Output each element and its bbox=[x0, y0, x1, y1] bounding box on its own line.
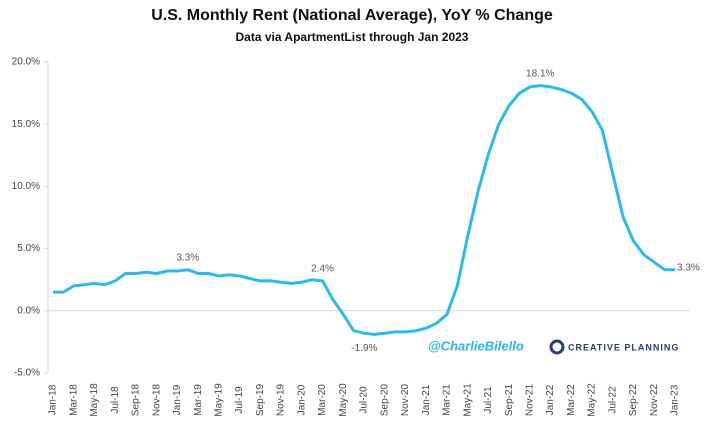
x-tick-label: May-22 bbox=[587, 383, 598, 417]
x-tick-label: Jul-18 bbox=[110, 386, 121, 414]
x-tick-label: Jan-22 bbox=[545, 384, 556, 415]
y-tick-label: 20.0% bbox=[12, 57, 40, 68]
watermark: @CharlieBilello bbox=[428, 338, 524, 353]
x-tick-label: Jul-22 bbox=[607, 386, 618, 414]
x-tick-label: Jul-19 bbox=[234, 386, 245, 414]
logo-icon bbox=[549, 339, 565, 355]
data-label: 3.3% bbox=[677, 262, 700, 273]
brand: CREATIVE PLANNING bbox=[568, 342, 679, 352]
line-series bbox=[53, 84, 675, 336]
chart-subtitle: Data via ApartmentList through Jan 2023 bbox=[236, 30, 469, 44]
y-tick-label: 15.0% bbox=[12, 119, 40, 130]
x-tick-label: Sep-19 bbox=[255, 383, 266, 416]
x-tick-label: Nov-22 bbox=[649, 383, 660, 416]
y-tick-label: -5.0% bbox=[14, 368, 40, 379]
x-tick-label: Mar-22 bbox=[566, 384, 577, 416]
data-label: 3.3% bbox=[176, 252, 199, 263]
data-label: 18.1% bbox=[526, 68, 554, 79]
x-tick-label: Mar-19 bbox=[193, 384, 204, 416]
x-tick-label: Sep-20 bbox=[379, 383, 390, 416]
x-tick-label: Nov-21 bbox=[525, 383, 536, 416]
x-tick-label: May-21 bbox=[462, 383, 473, 417]
x-tick-label: Jul-20 bbox=[359, 386, 370, 414]
y-tick-label: 0.0% bbox=[17, 305, 40, 316]
x-tick-label: Mar-20 bbox=[317, 384, 328, 416]
x-tick-label: May-18 bbox=[89, 383, 100, 417]
x-tick-label: Mar-21 bbox=[442, 384, 453, 416]
x-tick-label: Jan-21 bbox=[421, 384, 432, 415]
data-label: 2.4% bbox=[311, 264, 334, 275]
x-tick-label: Sep-22 bbox=[628, 383, 639, 416]
x-tick-label: Mar-18 bbox=[68, 384, 79, 416]
x-tick-label: Jul-21 bbox=[483, 386, 494, 414]
x-tick-label: Nov-19 bbox=[276, 383, 287, 416]
x-tick-label: Sep-18 bbox=[131, 383, 142, 416]
x-tick-label: Sep-21 bbox=[504, 383, 515, 416]
chart-title: U.S. Monthly Rent (National Average), Yo… bbox=[151, 7, 553, 24]
x-tick-label: Jan-18 bbox=[48, 384, 59, 415]
data-label: -1.9% bbox=[351, 343, 377, 354]
x-tick-label: May-20 bbox=[338, 383, 349, 417]
y-tick-label: 5.0% bbox=[17, 243, 40, 254]
x-tick-label: Jan-20 bbox=[296, 384, 307, 415]
x-tick-label: Jan-19 bbox=[172, 384, 183, 415]
x-tick-label: Nov-18 bbox=[151, 383, 162, 416]
x-tick-label: Nov-20 bbox=[400, 383, 411, 416]
y-tick-label: 10.0% bbox=[12, 181, 40, 192]
x-tick-label: Jan-23 bbox=[670, 384, 681, 415]
x-tick-label: May-19 bbox=[214, 383, 225, 417]
